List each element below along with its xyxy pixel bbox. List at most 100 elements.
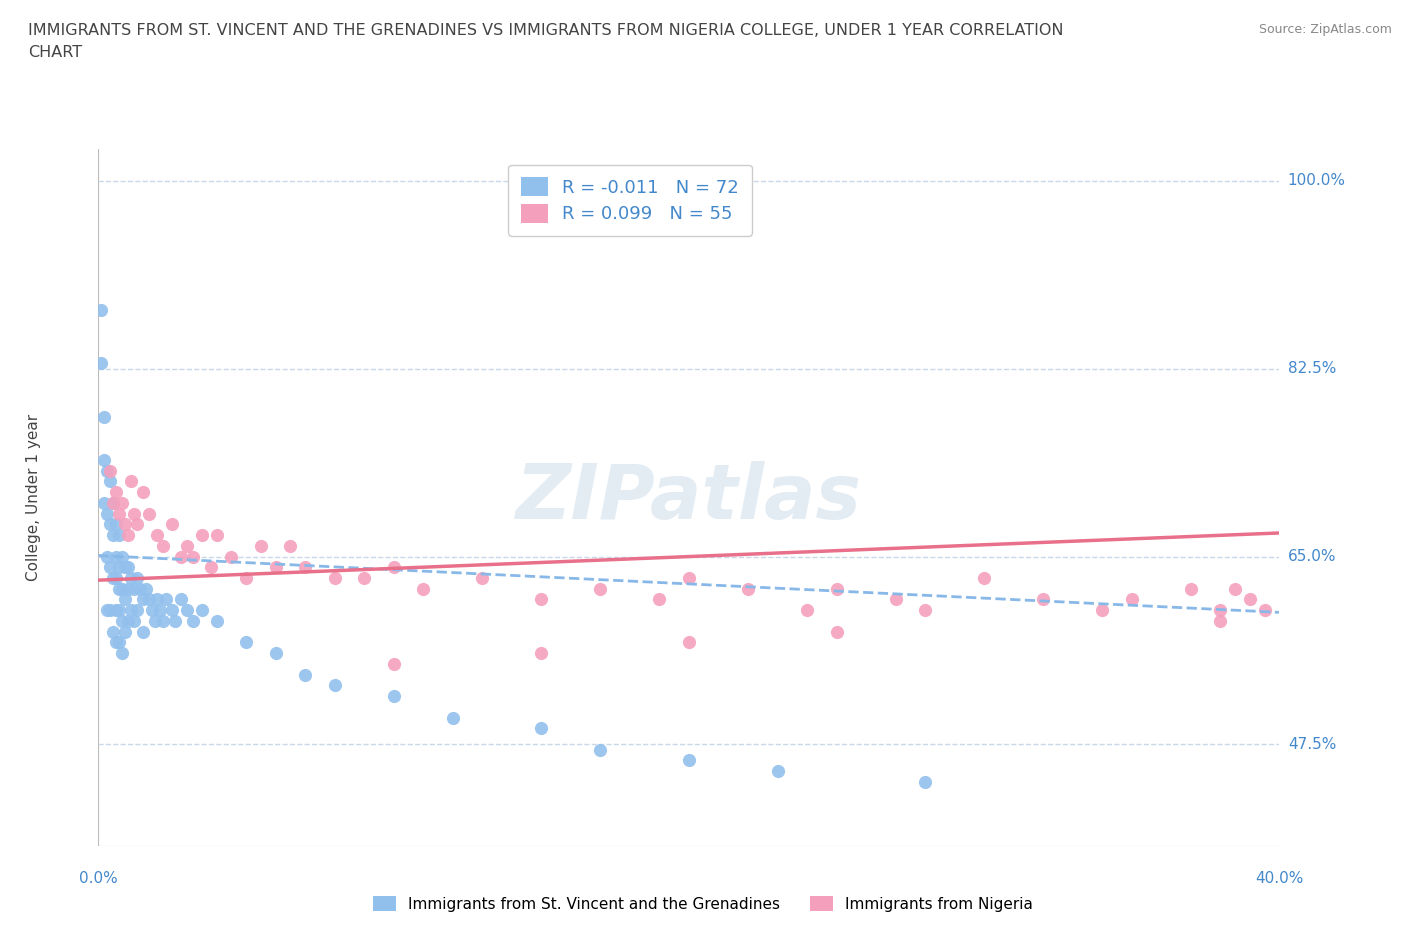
Point [1091,603,1114,618]
Point [103,496,125,511]
Point [264,645,287,660]
Point [96,506,118,521]
Point [93,496,115,511]
Point [176,538,198,553]
Point [323,678,346,693]
Point [1180,581,1202,596]
Point [114,517,136,532]
Point [1209,603,1232,618]
Point [108,527,131,542]
Point [278,538,302,553]
Point [108,603,131,618]
Text: 82.5%: 82.5% [1288,361,1336,377]
Point [125,571,148,586]
Point [323,571,346,586]
Point [589,581,612,596]
Point [530,645,553,660]
Point [1239,592,1261,607]
Point [825,624,848,639]
Point [250,538,273,553]
Point [382,657,405,671]
Point [191,527,214,542]
Point [678,571,700,586]
Point [382,688,405,703]
Point [170,592,193,607]
Legend: R = -0.011   N = 72, R = 0.099   N = 55: R = -0.011 N = 72, R = 0.099 N = 55 [508,165,752,236]
Point [176,603,198,618]
Point [103,571,125,586]
Point [235,635,257,650]
Point [294,560,316,575]
Point [796,603,818,618]
Point [162,603,183,618]
Point [105,549,128,564]
Text: 47.5%: 47.5% [1288,737,1336,751]
Point [825,581,848,596]
Point [471,571,494,586]
Point [1121,592,1143,607]
Text: 65.0%: 65.0% [1288,549,1336,565]
Point [205,527,228,542]
Point [125,603,148,618]
Point [294,667,316,682]
Point [90,302,112,317]
Point [181,614,204,629]
Point [122,581,145,596]
Point [737,581,759,596]
Point [120,603,142,618]
Point [108,560,131,575]
Point [132,485,155,499]
Point [105,603,128,618]
Point [1254,603,1277,618]
Text: 40.0%: 40.0% [1256,871,1303,886]
Point [111,549,134,564]
Point [105,635,128,650]
Point [111,645,134,660]
Point [111,614,134,629]
Point [114,624,136,639]
Point [120,474,142,489]
Point [117,581,139,596]
Point [152,538,174,553]
Point [105,517,128,532]
Point [117,527,139,542]
Point [914,603,936,618]
Point [120,571,142,586]
Text: Source: ZipAtlas.com: Source: ZipAtlas.com [1258,23,1392,36]
Point [105,571,128,586]
Point [678,753,700,768]
Point [108,581,131,596]
Point [205,614,228,629]
Point [114,592,136,607]
Point [108,506,131,521]
Point [93,453,115,468]
Text: 100.0%: 100.0% [1288,174,1346,189]
Point [128,581,150,596]
Point [766,764,789,778]
Point [1209,614,1232,629]
Point [93,409,115,424]
Point [96,603,118,618]
Point [108,635,131,650]
Point [191,603,214,618]
Point [90,356,112,371]
Point [111,496,134,511]
Point [98,603,121,618]
Point [141,603,163,618]
Point [117,560,139,575]
Point [114,560,136,575]
Point [353,571,375,586]
Point [149,603,172,618]
Point [103,527,125,542]
Point [122,506,145,521]
Point [146,592,169,607]
Point [973,571,995,586]
Point [98,560,121,575]
Legend: Immigrants from St. Vincent and the Grenadines, Immigrants from Nigeria: Immigrants from St. Vincent and the Gren… [367,889,1039,918]
Point [146,527,169,542]
Point [412,581,434,596]
Point [138,592,160,607]
Point [96,549,118,564]
Point [103,624,125,639]
Point [200,560,222,575]
